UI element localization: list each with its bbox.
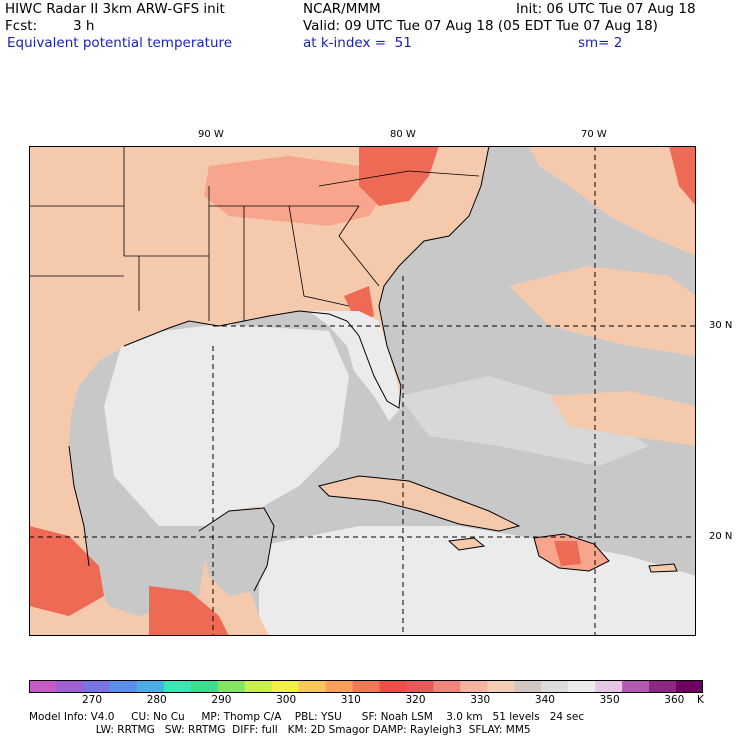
valid-time: Valid: 09 UTC Tue 07 Aug 18 (05 EDT Tue … (303, 18, 658, 34)
colorbar-swatch (298, 680, 327, 693)
colorbar-tick-label: 310 (340, 694, 361, 706)
colorbar-swatch (82, 680, 111, 693)
smoothing: sm= 2 (578, 35, 623, 51)
level-index: at k-index = 51 (303, 35, 412, 51)
land-warm-patch-north (204, 156, 389, 226)
atlantic-salmon-band (509, 266, 696, 356)
colorbar-swatch (406, 680, 434, 693)
colorbar-tick-label: 350 (599, 694, 620, 706)
colorbar-swatch (55, 680, 84, 693)
colorbar-swatch (514, 680, 542, 693)
land-florida (309, 311, 401, 421)
colorbar-swatch (136, 680, 165, 693)
organization: NCAR/MMM (303, 1, 381, 17)
mexico-warm-area (29, 526, 104, 616)
atlantic-warm-region (529, 146, 696, 256)
colorbar-swatch (595, 680, 623, 693)
colorbar-tick-label: 270 (82, 694, 103, 706)
lon-label-70w: 70 W (581, 129, 607, 140)
land-us (29, 146, 696, 636)
colorbar-swatch (460, 680, 488, 693)
colorbar-swatch (568, 680, 596, 693)
model-info-line1: Model Info: V4.0 CU: No Cu MP: Thomp C/A… (29, 711, 585, 723)
land-warm-patch-appalachian (359, 146, 439, 206)
colorbar-swatch (622, 680, 650, 693)
colorbar-tick-label: 280 (146, 694, 167, 706)
colorbar-swatch (379, 680, 407, 693)
land-yucatan (199, 508, 274, 596)
colorbar-tick-label: 340 (534, 694, 555, 706)
colorbar-swatch (217, 680, 246, 693)
atlantic-salmon-band-2 (549, 391, 696, 446)
colorbar-swatch (29, 680, 57, 693)
gulf-light-area (104, 324, 349, 526)
forecast-hour: 3 h (73, 18, 95, 34)
lon-label-90w: 90 W (198, 129, 224, 140)
colorbar-swatch (271, 680, 300, 693)
colorbar-swatch (163, 680, 192, 693)
colorbar-swatch (325, 680, 354, 693)
colorbar-swatch (109, 680, 138, 693)
colorbar-swatch (676, 680, 703, 693)
lat-label-30n: 30 N (709, 320, 733, 331)
colorbar-tick-label: 290 (211, 694, 232, 706)
lat-label-20n: 20 N (709, 531, 733, 542)
colorbar-unit: K (697, 694, 704, 706)
central-america-warm-area (149, 586, 229, 636)
colorbar (29, 680, 703, 693)
colorbar-tick-label: 360 (664, 694, 685, 706)
atlantic-light-band (399, 376, 649, 466)
theta-e-map (29, 146, 696, 636)
lat-lon-grid (29, 146, 696, 636)
colorbar-swatch (649, 680, 677, 693)
colorbar-swatch (541, 680, 569, 693)
atlantic-warm-spot (669, 146, 696, 206)
colorbar-tick-label: 330 (470, 694, 491, 706)
colorbar-swatch (433, 680, 461, 693)
field-name: Equivalent potential temperature (7, 35, 233, 51)
colorbar-swatch (487, 680, 515, 693)
colorbar-swatch (190, 680, 219, 693)
coastlines (68, 146, 678, 592)
land-hispaniola-warm (554, 541, 581, 566)
colorbar-swatch (352, 680, 380, 693)
model-title: HIWC Radar II 3km ARW-GFS init (5, 1, 225, 17)
land-cuba (319, 476, 519, 531)
land-puerto-rico (649, 564, 677, 572)
colorbar-tick-label: 300 (276, 694, 297, 706)
model-info-line2: LW: RRTMG SW: RRTMG DIFF: full KM: 2D Sm… (29, 724, 531, 736)
state-borders (29, 146, 480, 321)
init-time: Init: 06 UTC Tue 07 Aug 18 (516, 1, 696, 17)
colorbar-tick-label: 320 (405, 694, 426, 706)
colorbar-swatch (244, 680, 273, 693)
forecast-label: Fcst: (5, 18, 38, 34)
land-warm-patch-georgia (344, 286, 374, 324)
lon-label-80w: 80 W (390, 129, 416, 140)
